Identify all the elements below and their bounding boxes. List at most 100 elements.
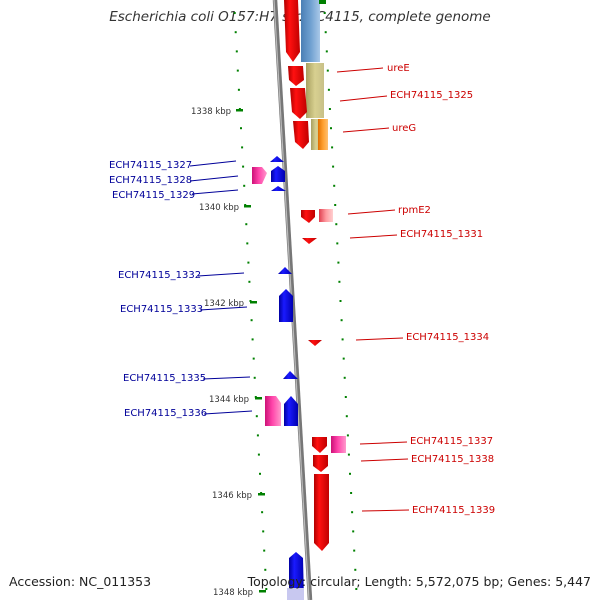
gene-label-1334: ECH74115_1334	[406, 332, 489, 343]
gene-label-1336: ECH74115_1336	[124, 408, 207, 419]
tick-label-1348: 1348 kbp	[213, 588, 253, 598]
bottom-light-feature	[287, 588, 304, 600]
right-track-dot	[350, 492, 353, 494]
left-track-dot	[252, 357, 255, 360]
right-track-dot	[332, 165, 335, 168]
left-track-dot	[248, 280, 251, 283]
left-track-dot	[245, 223, 248, 226]
left-track-dot	[250, 319, 253, 322]
gene-features	[252, 156, 346, 600]
gene-1329-arrow	[271, 186, 286, 191]
right-track-dot	[326, 69, 329, 72]
right-track-dot	[344, 396, 347, 398]
left-track-dot	[242, 165, 245, 168]
left-track-dot	[261, 511, 264, 514]
gene-ureG-arrow	[293, 121, 309, 149]
ure-feature-orange	[318, 119, 328, 150]
left-track-dot	[257, 453, 260, 456]
tick-label-1344: 1344 kbp	[209, 395, 249, 405]
right-track-dot	[346, 434, 349, 437]
left-track-dot	[236, 69, 239, 72]
left-track-dot	[233, 12, 236, 14]
topology-text: Topology: circular; Length: 5,572,075 bp…	[247, 574, 591, 589]
right-track-dot	[328, 108, 331, 110]
gene-label-1328: ECH74115_1328	[109, 175, 192, 186]
right-track-dot	[354, 568, 357, 571]
pink-feature-3	[331, 436, 346, 453]
right-track-dot	[325, 50, 328, 53]
ure-feature-olive-2	[311, 119, 321, 150]
gene-1332-arrow	[278, 267, 292, 274]
gene-1333-arrow	[279, 289, 293, 322]
right-track-dot	[345, 415, 348, 418]
gene-1327-arrow	[270, 156, 284, 162]
left-track-dot	[241, 146, 244, 149]
tick-label-1346: 1346 kbp	[212, 491, 252, 501]
leader-1327	[189, 160, 237, 167]
left-track-dot	[262, 530, 265, 533]
left-track-dot	[263, 549, 266, 552]
gene-1328-arrow	[271, 166, 285, 182]
right-track-dot	[343, 376, 346, 379]
right-track-dot	[355, 588, 358, 590]
tick-mark-1340	[244, 205, 251, 208]
leader-1329	[191, 189, 239, 195]
left-track-dot	[255, 415, 258, 418]
gene-1338-arrow	[313, 455, 328, 472]
rpmE2-light-feature	[319, 209, 333, 222]
gene-1336-arrow	[284, 396, 298, 426]
ure-feature-olive	[306, 63, 324, 118]
leader-1325	[339, 95, 388, 102]
right-track-dot	[342, 357, 345, 360]
leader-lines	[189, 67, 410, 512]
gene-label-1338: ECH74115_1338	[411, 454, 494, 465]
left-track-dot	[240, 127, 242, 130]
leader-1333	[199, 306, 248, 311]
tick-mark-1342	[250, 301, 257, 304]
left-track-dot	[264, 568, 267, 571]
left-track-dot	[247, 261, 250, 264]
tick-label-1338: 1338 kbp	[191, 107, 231, 117]
gene-ure-1325-arrow	[290, 88, 307, 119]
map-title: Escherichia coli O157:H7 str. EC4115, co…	[109, 9, 491, 25]
tick-label-1342: 1342 kbp	[204, 299, 244, 309]
left-track-dot	[243, 184, 246, 187]
right-track-dot	[347, 453, 350, 456]
gene-label-1332: ECH74115_1332	[118, 270, 201, 281]
gene-label-1337: ECH74115_1337	[410, 436, 493, 447]
left-track-dot	[237, 88, 240, 91]
right-track-dot	[337, 261, 340, 264]
leader-ureG	[342, 127, 390, 133]
gene-ureE-arrow	[288, 66, 304, 86]
left-track-dot	[246, 242, 249, 245]
gene-1339-arrow	[314, 474, 329, 551]
gene-label-1339: ECH74115_1339	[412, 505, 495, 516]
tick-mark	[319, 0, 326, 4]
leader-1337	[359, 441, 408, 445]
gene-label-1335: ECH74115_1335	[123, 373, 206, 384]
ure-feature-steel	[301, 0, 320, 62]
left-track-dot	[234, 31, 237, 34]
right-track-dot	[336, 242, 339, 245]
right-track-dot	[340, 319, 343, 322]
gene-label-1329: ECH74115_1329	[112, 190, 195, 201]
right-track-dot	[351, 511, 354, 514]
leader-ureE	[336, 67, 384, 73]
left-track-dot	[253, 376, 256, 379]
left-track-dot	[256, 434, 259, 437]
right-track-dot	[330, 127, 332, 130]
tick-mark-1344	[255, 397, 262, 400]
left-gene-labels: ECH74115_1327 ECH74115_1328 ECH74115_132…	[109, 160, 207, 419]
leader-1334	[355, 337, 404, 341]
leader-1338	[360, 458, 409, 462]
gene-label-ureG: ureG	[392, 123, 416, 134]
gene-label-1325: ECH74115_1325	[390, 90, 473, 101]
ure-operon-features	[284, 0, 328, 150]
gene-label-ureE: ureE	[387, 63, 410, 74]
right-track-dot	[352, 530, 355, 533]
right-tick-track	[323, 12, 358, 590]
tick-mark-1338	[236, 109, 243, 112]
right-gene-labels: ureE ECH74115_1325 ureG rpmE2 ECH74115_1…	[387, 63, 495, 516]
right-track-dot	[335, 223, 338, 226]
